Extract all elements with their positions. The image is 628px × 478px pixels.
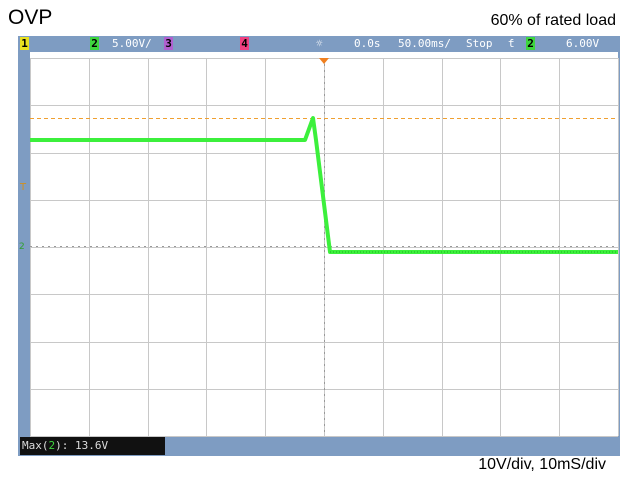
- trigger-symbol: ƭ: [508, 37, 515, 50]
- ch4-box: 4: [240, 37, 249, 50]
- trigger-position-marker: [319, 58, 329, 64]
- measurement-label: Max(: [22, 439, 49, 452]
- measurement-value: ): 13.6V: [55, 439, 109, 452]
- ch2-scale: 5.00V/: [112, 37, 152, 50]
- measurement: Max(2): 13.6V: [20, 437, 165, 455]
- sun-icon: ☼: [316, 37, 323, 50]
- left-strip: [18, 52, 30, 456]
- run-state: Stop: [466, 37, 493, 50]
- ch2-box: 2: [90, 37, 99, 50]
- time-offset: 0.0s: [354, 37, 381, 50]
- measurement-channel: 2: [48, 439, 56, 452]
- status-bar: 1 2 5.00V/ 3 4 ☼ 0.0s 50.00ms/ Stop ƭ 2 …: [18, 36, 620, 52]
- ch3-box: 3: [164, 37, 173, 50]
- trigger-level: 6.00V: [566, 37, 600, 50]
- bottom-bar: [18, 436, 620, 456]
- ch1-box: 1: [20, 37, 29, 50]
- title: OVP: [8, 6, 53, 29]
- center-axes: [30, 58, 618, 436]
- grid: [30, 58, 619, 437]
- channel-marker: 2: [19, 242, 25, 252]
- caption: 10V/div, 10mS/div: [478, 456, 606, 473]
- trigger-channel: 2: [526, 37, 535, 50]
- subtitle: 60% of rated load: [490, 12, 616, 29]
- trigger-marker: T: [19, 182, 27, 193]
- time-scale: 50.00ms/: [398, 37, 451, 50]
